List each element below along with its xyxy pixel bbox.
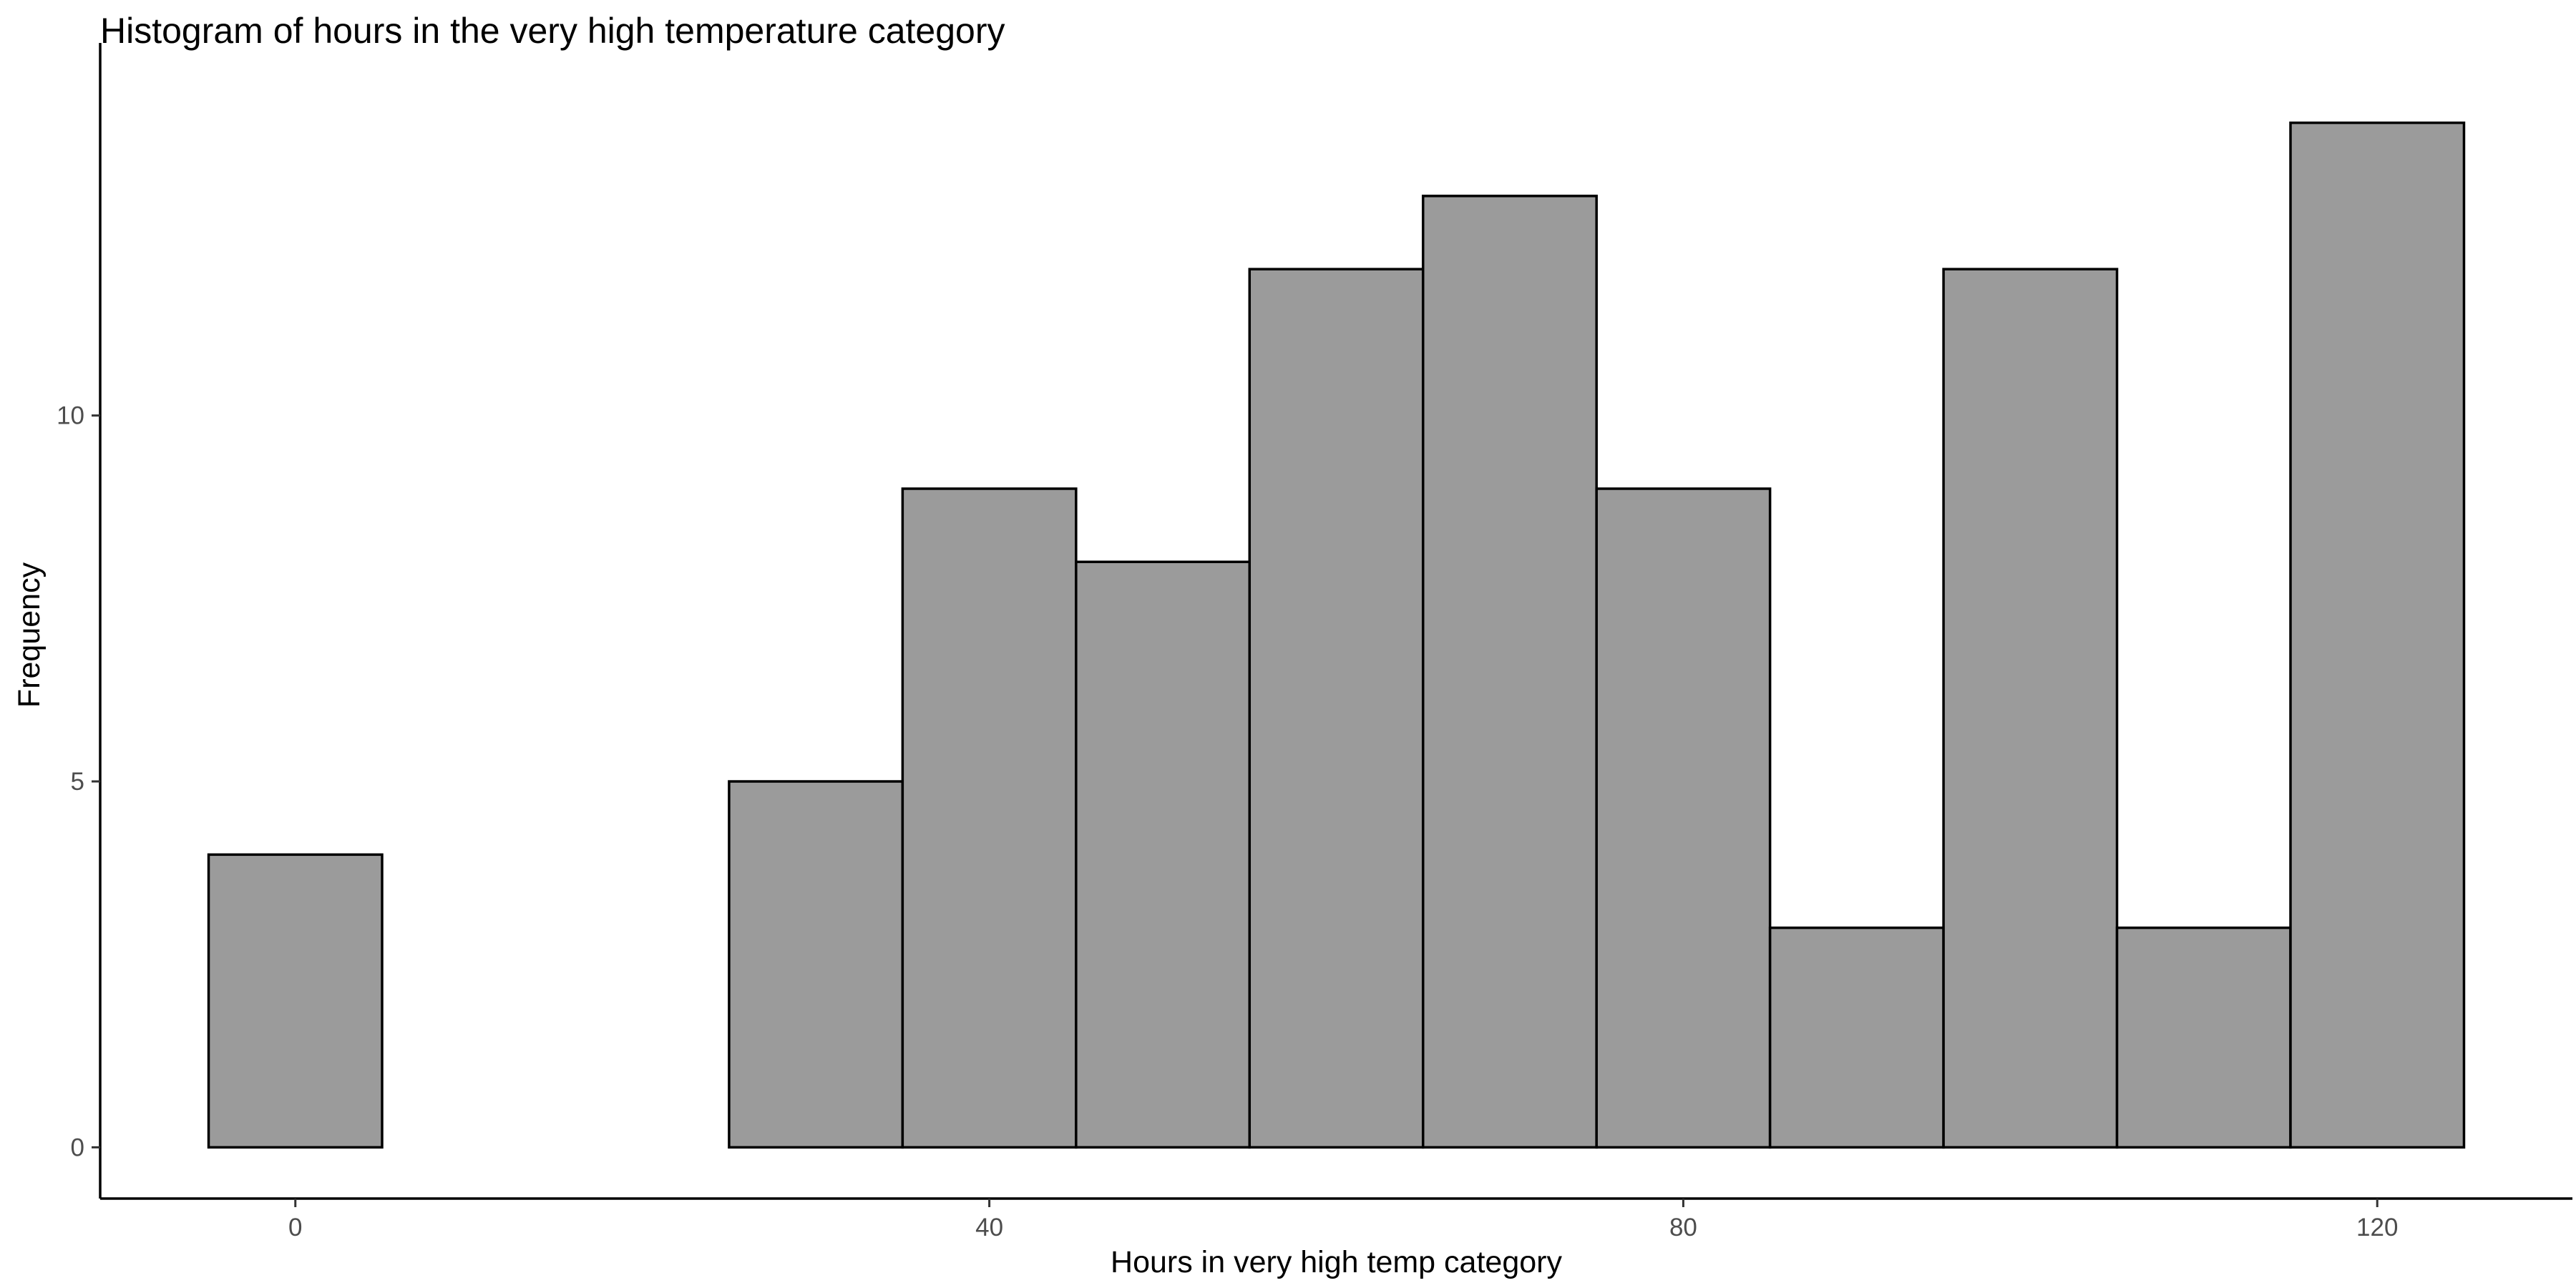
histogram-bar-3 bbox=[728, 780, 904, 1149]
x-axis-title: Hours in very high temp category bbox=[1111, 1245, 1562, 1279]
histogram-bar-10 bbox=[1942, 268, 2119, 1149]
histogram-bar-6 bbox=[1248, 268, 1425, 1149]
x-tick-label-80: 80 bbox=[1669, 1214, 1697, 1241]
y-axis-title: Frequency bbox=[12, 562, 47, 708]
y-tick-label-5: 5 bbox=[71, 768, 84, 796]
chart-title: Histogram of hours in the very high temp… bbox=[100, 11, 1005, 51]
ticks-layer: 0 40 80 120 0 5 10 bbox=[57, 402, 2398, 1241]
x-tick-label-0: 0 bbox=[288, 1214, 302, 1241]
x-tick-label-120: 120 bbox=[2356, 1214, 2398, 1241]
y-tick-label-10: 10 bbox=[57, 402, 84, 430]
bars-layer bbox=[207, 121, 2466, 1149]
histogram-bar-12 bbox=[2289, 121, 2466, 1149]
histogram-bar-5 bbox=[1075, 560, 1252, 1149]
histogram-bar-7 bbox=[1421, 195, 1598, 1149]
x-tick-label-40: 40 bbox=[975, 1214, 1003, 1241]
histogram-bar-11 bbox=[2115, 926, 2292, 1149]
histogram-bar-0 bbox=[207, 853, 384, 1149]
histogram-bar-4 bbox=[901, 487, 1078, 1149]
histogram-bar-8 bbox=[1595, 487, 1772, 1149]
histogram-bar-9 bbox=[1768, 926, 1945, 1149]
y-tick-label-0: 0 bbox=[71, 1133, 84, 1161]
